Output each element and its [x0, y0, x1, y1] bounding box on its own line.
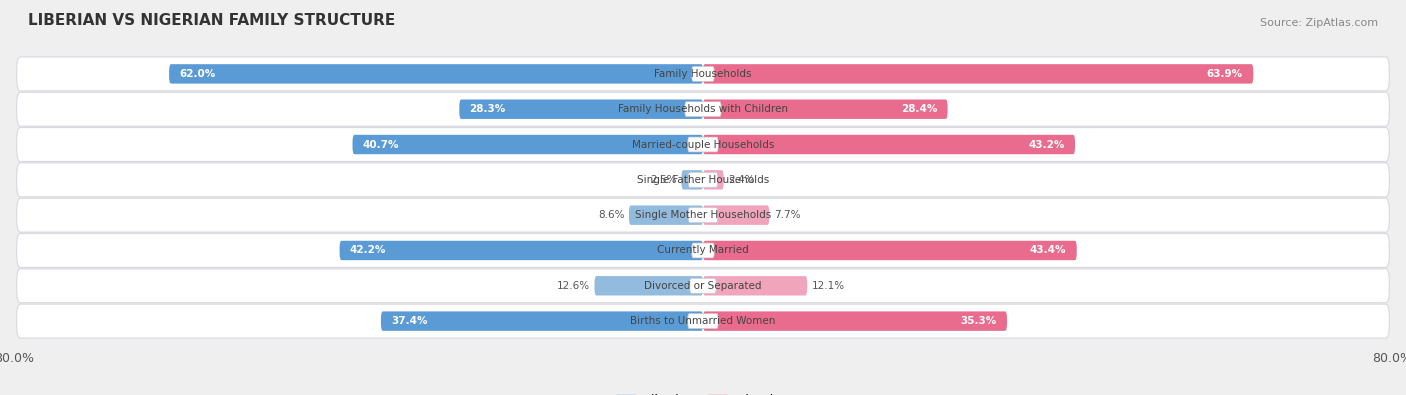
- Text: 28.3%: 28.3%: [470, 104, 506, 114]
- Text: Family Households: Family Households: [654, 69, 752, 79]
- Text: Source: ZipAtlas.com: Source: ZipAtlas.com: [1260, 18, 1378, 28]
- FancyBboxPatch shape: [688, 137, 718, 152]
- Text: 12.6%: 12.6%: [557, 281, 591, 291]
- Text: 63.9%: 63.9%: [1206, 69, 1243, 79]
- Text: Single Mother Households: Single Mother Households: [636, 210, 770, 220]
- FancyBboxPatch shape: [703, 64, 1253, 84]
- Text: 42.2%: 42.2%: [350, 245, 387, 256]
- Text: Family Households with Children: Family Households with Children: [619, 104, 787, 114]
- FancyBboxPatch shape: [340, 241, 703, 260]
- Text: 12.1%: 12.1%: [811, 281, 845, 291]
- FancyBboxPatch shape: [703, 170, 724, 190]
- FancyBboxPatch shape: [17, 128, 1389, 162]
- FancyBboxPatch shape: [692, 243, 714, 258]
- Text: 40.7%: 40.7%: [363, 139, 399, 150]
- Text: 37.4%: 37.4%: [391, 316, 427, 326]
- Text: 62.0%: 62.0%: [180, 69, 215, 79]
- Text: Divorced or Separated: Divorced or Separated: [644, 281, 762, 291]
- Text: 7.7%: 7.7%: [773, 210, 800, 220]
- FancyBboxPatch shape: [689, 173, 717, 187]
- FancyBboxPatch shape: [353, 135, 703, 154]
- Text: 8.6%: 8.6%: [598, 210, 624, 220]
- FancyBboxPatch shape: [17, 269, 1389, 303]
- FancyBboxPatch shape: [17, 92, 1389, 126]
- Legend: Liberian, Nigerian: Liberian, Nigerian: [616, 394, 790, 395]
- FancyBboxPatch shape: [17, 163, 1389, 197]
- FancyBboxPatch shape: [690, 278, 716, 293]
- FancyBboxPatch shape: [17, 304, 1389, 338]
- FancyBboxPatch shape: [703, 100, 948, 119]
- Text: LIBERIAN VS NIGERIAN FAMILY STRUCTURE: LIBERIAN VS NIGERIAN FAMILY STRUCTURE: [28, 13, 395, 28]
- Text: 28.4%: 28.4%: [901, 104, 938, 114]
- Text: 35.3%: 35.3%: [960, 316, 997, 326]
- Text: 2.5%: 2.5%: [651, 175, 678, 185]
- Text: Single Father Households: Single Father Households: [637, 175, 769, 185]
- Text: Currently Married: Currently Married: [657, 245, 749, 256]
- FancyBboxPatch shape: [460, 100, 703, 119]
- FancyBboxPatch shape: [595, 276, 703, 295]
- FancyBboxPatch shape: [628, 205, 703, 225]
- FancyBboxPatch shape: [703, 205, 769, 225]
- Text: Births to Unmarried Women: Births to Unmarried Women: [630, 316, 776, 326]
- FancyBboxPatch shape: [17, 57, 1389, 91]
- FancyBboxPatch shape: [692, 66, 714, 81]
- FancyBboxPatch shape: [703, 241, 1077, 260]
- FancyBboxPatch shape: [688, 314, 718, 329]
- Text: 43.4%: 43.4%: [1031, 245, 1066, 256]
- FancyBboxPatch shape: [685, 102, 721, 117]
- FancyBboxPatch shape: [703, 135, 1076, 154]
- Text: Married-couple Households: Married-couple Households: [631, 139, 775, 150]
- FancyBboxPatch shape: [169, 64, 703, 84]
- FancyBboxPatch shape: [703, 311, 1007, 331]
- FancyBboxPatch shape: [689, 208, 717, 222]
- FancyBboxPatch shape: [381, 311, 703, 331]
- FancyBboxPatch shape: [17, 198, 1389, 232]
- Text: 2.4%: 2.4%: [728, 175, 755, 185]
- FancyBboxPatch shape: [703, 276, 807, 295]
- FancyBboxPatch shape: [682, 170, 703, 190]
- FancyBboxPatch shape: [17, 233, 1389, 267]
- Text: 43.2%: 43.2%: [1028, 139, 1064, 150]
